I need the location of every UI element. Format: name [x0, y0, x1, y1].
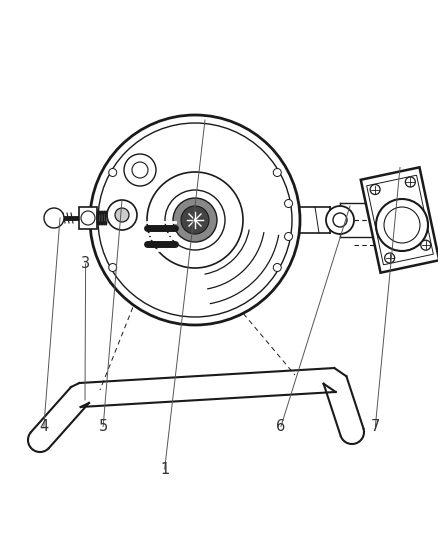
Circle shape: [420, 240, 430, 250]
Circle shape: [147, 172, 243, 268]
Circle shape: [272, 263, 281, 271]
Circle shape: [272, 168, 281, 176]
Polygon shape: [360, 167, 438, 273]
Text: 7: 7: [370, 419, 379, 434]
Circle shape: [383, 207, 419, 243]
Circle shape: [132, 162, 148, 178]
Circle shape: [404, 177, 414, 187]
Circle shape: [369, 184, 379, 195]
Circle shape: [325, 206, 353, 234]
Text: 1: 1: [159, 462, 169, 477]
Text: 3: 3: [81, 256, 90, 271]
Circle shape: [165, 190, 225, 250]
Circle shape: [109, 263, 117, 271]
Text: 4: 4: [39, 419, 49, 434]
Circle shape: [124, 154, 155, 186]
Circle shape: [173, 198, 216, 242]
Circle shape: [284, 199, 292, 207]
Circle shape: [332, 213, 346, 227]
Circle shape: [284, 232, 292, 240]
Circle shape: [107, 200, 137, 230]
Circle shape: [375, 199, 427, 251]
Text: 5: 5: [98, 419, 108, 434]
Circle shape: [384, 253, 394, 263]
Circle shape: [109, 168, 117, 176]
Circle shape: [44, 208, 64, 228]
Circle shape: [115, 208, 129, 222]
Circle shape: [180, 206, 208, 234]
Circle shape: [90, 115, 299, 325]
Circle shape: [81, 211, 95, 225]
Text: 6: 6: [276, 419, 285, 434]
Polygon shape: [79, 207, 97, 229]
